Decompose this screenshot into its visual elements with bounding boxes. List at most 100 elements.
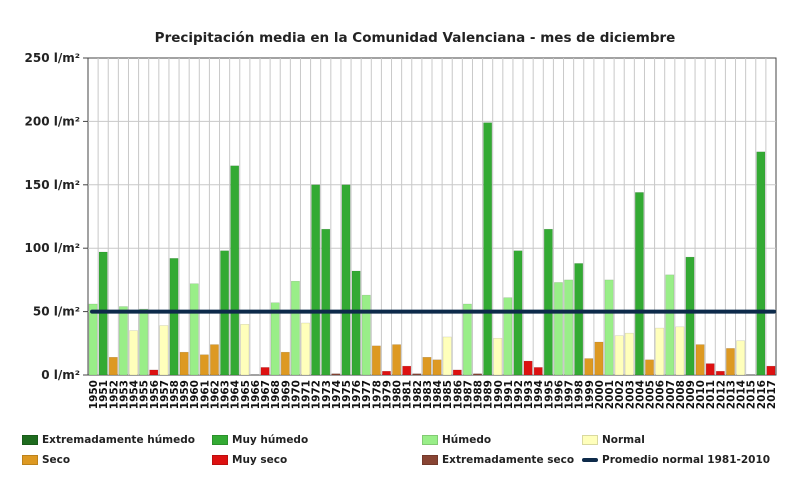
x-tick-label: 1990 [493, 380, 505, 409]
x-tick-label: 2017 [766, 380, 778, 409]
y-tick-label: 150 l/m² [25, 178, 80, 192]
x-tick-label: 1970 [290, 380, 302, 409]
bar-2001 [604, 279, 614, 376]
bar-1965 [240, 324, 250, 376]
bar-1960 [189, 283, 199, 376]
bar-1962 [210, 344, 219, 376]
x-tick-label: 1967 [260, 380, 272, 409]
bar-1971 [301, 322, 310, 376]
bar-2017 [766, 365, 776, 376]
y-tick-label: 200 l/m² [25, 114, 80, 128]
x-tick-label: 2000 [594, 380, 606, 409]
bar-1988 [473, 373, 482, 376]
x-tick-label: 1951 [98, 380, 110, 409]
legend-swatch [422, 455, 438, 465]
x-tick-label: 2004 [634, 380, 646, 409]
x-tick-label: 1992 [513, 380, 525, 409]
y-axis: 0 l/m² 50 l/m² 100 l/m² 150 l/m² 200 l/m² 250… [25, 51, 88, 382]
bar-1987 [463, 303, 472, 376]
x-tick-label: 1979 [381, 380, 393, 409]
x-tick-label: 1991 [503, 380, 515, 409]
legend-item-s: Seco [22, 452, 70, 468]
legend-label: Húmedo [442, 434, 492, 446]
x-tick-label: 2015 [746, 380, 758, 409]
x-tick-label: 1966 [250, 380, 262, 409]
x-tick-label: 1957 [159, 380, 171, 409]
bar-1997 [564, 279, 573, 376]
bar-1975 [341, 184, 351, 376]
x-axis: 1950195119521953195419551956195719581959… [88, 380, 778, 409]
x-tick-label: 1995 [543, 380, 555, 409]
x-tick-label: 2010 [695, 380, 707, 409]
bar-2003 [624, 332, 634, 376]
legend-item-es: Extremadamente seco [422, 452, 574, 468]
x-tick-label: 1977 [361, 380, 373, 409]
bar-1985 [442, 336, 452, 376]
bar-1959 [179, 351, 189, 376]
x-tick-label: 2003 [624, 380, 636, 409]
x-tick-label: 1974 [331, 380, 343, 409]
legend-item-mh: Muy húmedo [212, 432, 308, 448]
legend-item-n: Normal [582, 432, 645, 448]
x-tick-label: 1972 [311, 380, 323, 409]
bar-1984 [432, 359, 442, 376]
x-tick-label: 1997 [564, 380, 576, 409]
bar-1972 [311, 184, 321, 376]
bar-1956 [149, 369, 159, 376]
x-tick-label: 1968 [270, 380, 282, 409]
chart-title: Precipitación media en la Comunidad Vale… [155, 30, 676, 46]
x-tick-label: 2016 [756, 380, 768, 409]
legend-swatch [22, 455, 38, 465]
x-tick-label: 1993 [523, 380, 535, 409]
x-tick-label: 1998 [574, 380, 586, 409]
legend-swatch [22, 435, 38, 445]
bar-1986 [452, 369, 462, 376]
x-tick-label: 1952 [108, 380, 120, 409]
bar-2002 [614, 335, 624, 376]
bar-2000 [594, 341, 604, 376]
bar-1970 [291, 280, 300, 376]
legend-label: Muy húmedo [232, 434, 309, 446]
legend: Extremadamente húmedo Muy húmedo Húmedo Nor… [22, 430, 782, 470]
y-tick-label: 0 l/m² [41, 368, 80, 382]
x-tick-label: 1980 [392, 380, 404, 409]
x-tick-label: 1973 [321, 380, 333, 409]
bar-1989 [483, 122, 493, 376]
legend-label: Muy seco [232, 454, 288, 466]
x-tick-label: 1953 [118, 380, 130, 409]
bar-1982 [412, 373, 422, 376]
x-tick-label: 1960 [189, 380, 201, 409]
legend-swatch [212, 455, 228, 465]
bar-1976 [351, 270, 361, 376]
x-tick-label: 1964 [230, 380, 242, 409]
bar-1969 [280, 351, 290, 376]
bar-2009 [685, 256, 695, 376]
x-tick-label: 1996 [553, 380, 565, 409]
bar-2007 [665, 274, 675, 376]
y-tick-label: 100 l/m² [25, 241, 80, 255]
x-tick-label: 1984 [432, 380, 444, 409]
legend-item-h: Húmedo [422, 432, 491, 448]
bar-1955 [139, 308, 149, 376]
bar-2011 [705, 363, 715, 376]
bar-1974 [331, 373, 341, 376]
x-tick-label: 1982 [412, 380, 424, 409]
bar-2016 [756, 151, 766, 376]
x-tick-label: 2013 [725, 380, 737, 409]
bar-2008 [675, 326, 685, 376]
y-tick-label: 250 l/m² [25, 51, 80, 65]
x-tick-label: 2002 [614, 380, 626, 409]
legend-item-eh: Extremadamente húmedo [22, 432, 195, 448]
x-tick-label: 2006 [655, 380, 667, 409]
x-tick-label: 2011 [705, 380, 717, 409]
bar-1954 [129, 330, 138, 376]
x-tick-label: 1988 [473, 380, 485, 409]
bar-1999 [584, 358, 594, 376]
legend-item-line: Promedio normal 1981-2010 [582, 452, 770, 468]
bar-2006 [655, 327, 665, 376]
x-tick-label: 1963 [220, 380, 232, 409]
bar-2013 [726, 348, 735, 376]
legend-label: Normal [602, 434, 645, 446]
bar-1994 [533, 367, 543, 376]
bar-1958 [169, 258, 179, 376]
